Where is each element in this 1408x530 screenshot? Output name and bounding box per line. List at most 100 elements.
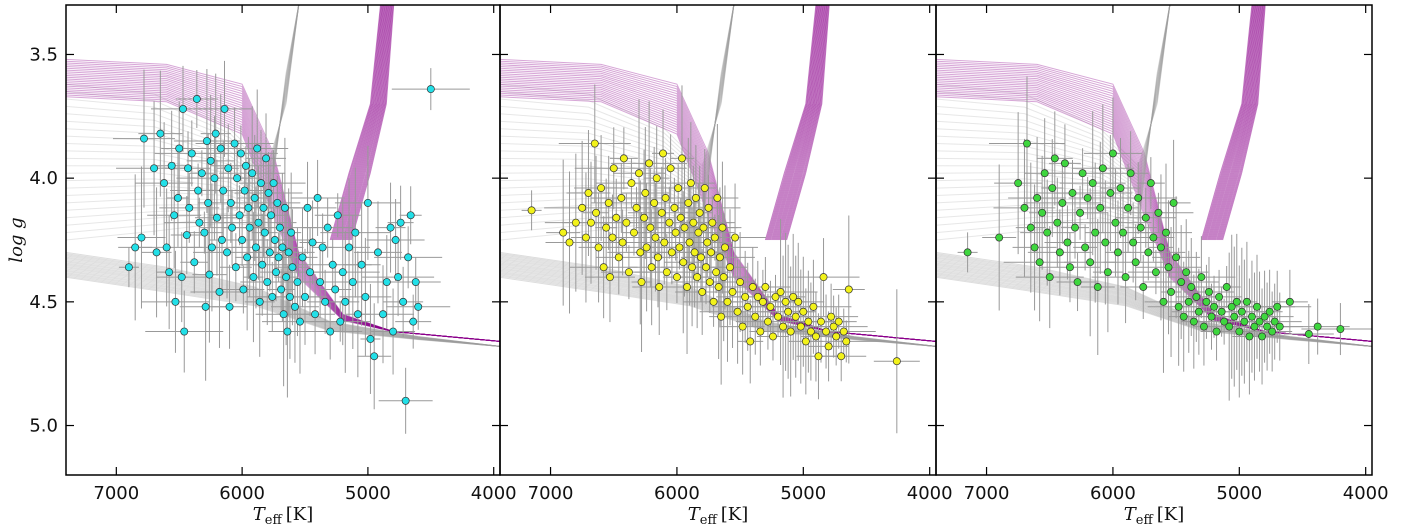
isochrone-track: [1221, 5, 1266, 241]
data-point: [391, 236, 400, 244]
data-point: [167, 161, 176, 170]
data-point: [622, 218, 631, 227]
data-point: [386, 223, 395, 232]
data-point: [698, 287, 707, 296]
data-point: [180, 327, 189, 336]
data-point: [1275, 322, 1284, 331]
data-point: [691, 193, 700, 202]
data-point: [1258, 332, 1267, 341]
data-point: [321, 297, 330, 306]
data-point: [832, 332, 841, 341]
data-point: [590, 139, 599, 148]
data-point: [1108, 149, 1117, 158]
isochrone-track: [1215, 5, 1262, 241]
isochrone-track: [339, 5, 388, 241]
data-point: [258, 260, 267, 269]
data-point: [277, 285, 286, 294]
isochrone-track: [500, 67, 936, 342]
x-tick-label: 6000: [219, 483, 265, 504]
data-point: [822, 327, 831, 336]
data-point: [218, 236, 226, 244]
data-point: [756, 327, 765, 336]
data-point: [1134, 193, 1143, 202]
data-point: [211, 129, 220, 138]
isochrone-track: [936, 5, 1171, 211]
data-point: [190, 258, 199, 267]
data-point: [409, 317, 418, 326]
data-point: [738, 322, 747, 331]
y-tick-label: 5.0: [29, 416, 58, 437]
data-point: [1227, 302, 1236, 311]
isochrone-track: [936, 5, 1171, 241]
data-point: [219, 186, 228, 195]
data-point: [794, 297, 803, 306]
data-point: [268, 292, 277, 301]
data-point: [273, 198, 282, 207]
data-point: [717, 312, 726, 321]
data-point: [248, 169, 257, 178]
data-point: [1162, 228, 1170, 237]
data-point: [700, 184, 709, 193]
x-tick-label: 6000: [1090, 483, 1136, 504]
data-point: [733, 307, 742, 316]
data-point: [333, 211, 342, 220]
data-point: [426, 85, 435, 94]
data-point: [165, 268, 174, 277]
x-tick-label: 7000: [93, 483, 139, 504]
y-tick-label: 3.5: [29, 44, 58, 65]
data-point: [1053, 218, 1062, 227]
data-point: [709, 297, 718, 306]
isochrone-track: [330, 5, 382, 241]
data-point: [131, 243, 140, 252]
data-point: [1124, 203, 1133, 212]
isochrone-track: [341, 5, 389, 241]
data-point: [676, 213, 685, 222]
x-tick-label: 4000: [471, 483, 517, 504]
data-point: [796, 322, 805, 331]
data-point: [207, 243, 216, 252]
isochrone-track: [936, 5, 1171, 217]
data-point: [696, 253, 705, 262]
data-point: [690, 248, 699, 257]
data-point: [641, 189, 650, 197]
data-point: [1043, 228, 1052, 237]
isochrone-track: [500, 5, 735, 185]
data-point: [160, 179, 169, 188]
isochrone-track: [936, 5, 1171, 191]
data-point: [728, 287, 737, 296]
data-point: [1199, 322, 1208, 331]
isochrone-track: [936, 5, 1171, 176]
data-point: [1144, 248, 1153, 257]
data-point: [1098, 164, 1107, 173]
data-point: [215, 287, 224, 296]
data-point: [1285, 297, 1294, 306]
data-point: [592, 208, 600, 217]
x-ticks-3: 7000 6000 5000 4000: [964, 5, 1389, 504]
isochrone-track: [500, 5, 735, 182]
isochrone-tracks-3: [936, 5, 1372, 347]
data-point: [1088, 179, 1097, 188]
data-point: [1192, 292, 1201, 301]
data-point: [401, 396, 410, 405]
data-point: [1235, 327, 1244, 336]
data-point: [140, 134, 148, 143]
data-point: [1131, 258, 1140, 267]
data-point: [811, 332, 820, 341]
data-point: [259, 203, 268, 212]
data-point: [231, 263, 240, 272]
isochrone-track: [340, 5, 388, 241]
data-point: [348, 278, 357, 287]
data-point: [379, 310, 387, 319]
isochrone-track: [1210, 5, 1259, 241]
data-point: [156, 129, 165, 138]
data-point: [1247, 312, 1256, 321]
data-point: [1210, 302, 1218, 311]
data-point: [779, 322, 788, 331]
data-point: [252, 243, 260, 252]
isochrone-track: [936, 5, 1171, 194]
isochrone-track: [771, 5, 821, 241]
isochrone-track: [1203, 5, 1255, 241]
isochrone-track: [767, 5, 819, 241]
data-point: [559, 228, 568, 237]
data-point: [150, 164, 159, 173]
